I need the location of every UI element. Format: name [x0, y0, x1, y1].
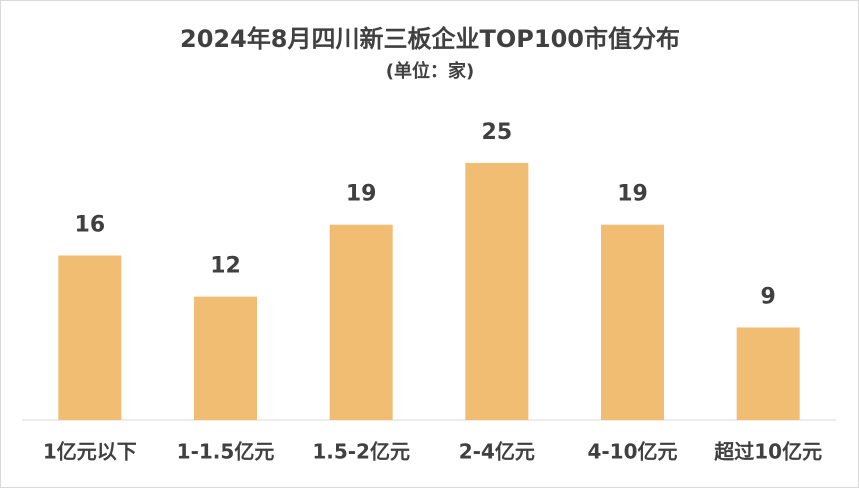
- x-tick-label: 1-1.5亿元: [177, 440, 275, 464]
- x-tick-label: 1亿元以下: [43, 440, 137, 464]
- data-label: 19: [346, 182, 377, 207]
- x-tick-label: 2-4亿元: [459, 440, 535, 464]
- x-tick-label: 1.5-2亿元: [312, 440, 410, 464]
- bar: [329, 224, 393, 420]
- data-label: 25: [482, 120, 513, 145]
- x-tick-label: 超过10亿元: [713, 440, 822, 464]
- data-label: 9: [761, 284, 776, 309]
- bar: [194, 296, 257, 420]
- x-tick-label: 4-10亿元: [587, 440, 677, 464]
- bar: [465, 163, 529, 420]
- data-label: 16: [75, 213, 106, 238]
- bar: [601, 224, 664, 420]
- data-label: 19: [617, 182, 648, 207]
- data-label: 12: [210, 254, 241, 279]
- chart-title: 2024年8月四川新三板企业TOP100市值分布: [180, 25, 680, 53]
- bar: [58, 255, 122, 420]
- chart-subtitle: (单位：家): [386, 60, 474, 82]
- bar: [736, 327, 800, 420]
